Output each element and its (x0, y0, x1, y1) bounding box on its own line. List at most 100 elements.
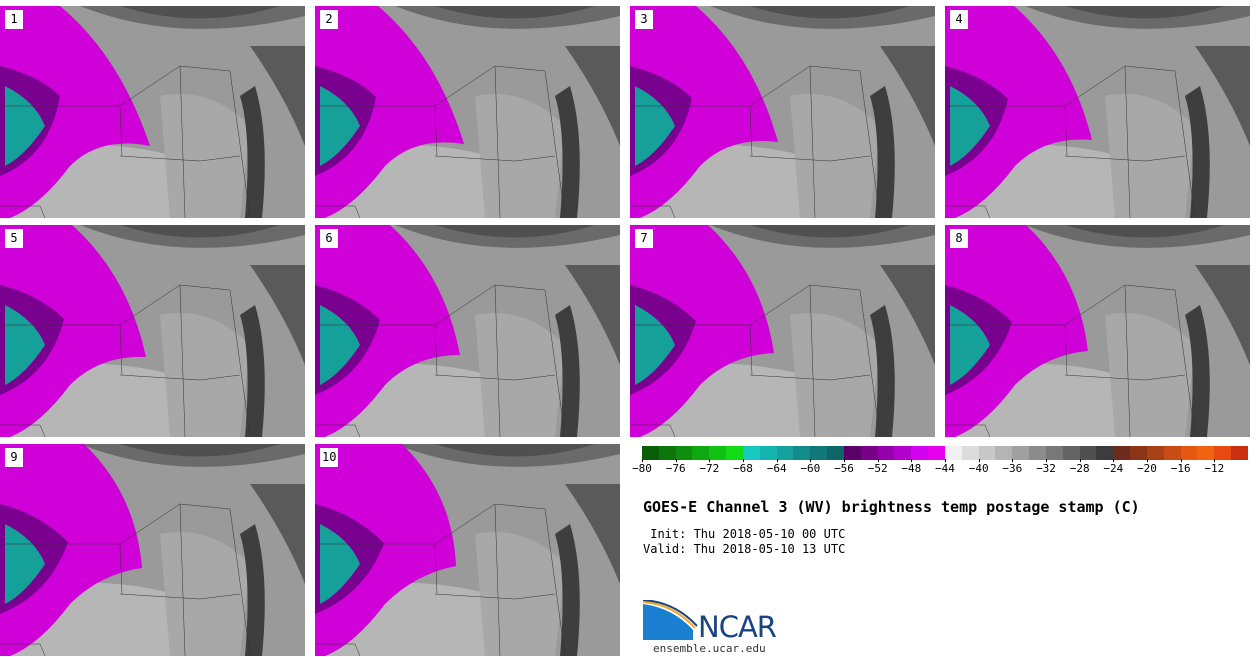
postage-stamp-panel: 8 (945, 225, 1250, 437)
colorbar-tick-mark (978, 459, 980, 462)
colorbar-swatch (1079, 446, 1097, 460)
postage-stamp-panel: 7 (630, 225, 935, 437)
colorbar-swatch (1029, 446, 1046, 460)
panel-number: 8 (950, 229, 968, 248)
brightness-temp-map (0, 225, 305, 437)
brightness-temp-map (315, 6, 620, 218)
colorbar-swatch (1062, 446, 1080, 460)
colorbar-tick-label: −52 (867, 462, 888, 475)
colorbar-tick-mark (1012, 459, 1014, 462)
postage-stamp-panel: 5 (0, 225, 305, 437)
panel-number: 1 (5, 10, 23, 29)
panel-number: 4 (950, 10, 968, 29)
colorbar-swatch (995, 446, 1013, 460)
colorbar-tick-mark (1180, 459, 1182, 462)
brightness-temp-map (945, 225, 1250, 437)
colorbar-ticks: −80 −76 −72 −68 −64 −60 −56 −52 −48 −44 −40 −36 −32−… (632, 459, 1248, 482)
colorbar-swatch (860, 446, 878, 460)
colorbar-swatch (894, 446, 912, 460)
ncar-logo-icon (643, 600, 698, 640)
colorbar-tick-label: −48 (901, 462, 922, 475)
brightness-temp-map (315, 225, 620, 437)
panel-number: 6 (320, 229, 338, 248)
logo-url: ensemble.ucar.edu (653, 642, 766, 655)
brightness-temp-map (0, 444, 305, 656)
colorbar-tick-mark (642, 459, 643, 462)
colorbar-tick-mark (1214, 459, 1216, 462)
colorbar-swatch (742, 446, 760, 460)
colorbar-tick-mark (810, 459, 812, 462)
colorbar-swatch (1012, 446, 1030, 460)
colorbar-swatch (759, 446, 777, 460)
postage-stamp-panel: 1 (0, 6, 305, 218)
colorbar-swatch (944, 446, 962, 460)
colorbar-swatch (1214, 446, 1231, 460)
colorbar-tick-mark (675, 459, 677, 462)
colorbar-swatch (675, 446, 693, 460)
colorbar-tick-label: −64 (766, 462, 787, 475)
colorbar-swatch (1180, 446, 1198, 460)
postage-stamp-panel: 9 (0, 444, 305, 656)
brightness-temp-map (945, 6, 1250, 218)
colorbar-tick-mark (911, 459, 913, 462)
colorbar-swatch (658, 446, 676, 460)
colorbar-swatch (1197, 446, 1215, 460)
colorbar-tick-mark (1079, 459, 1081, 462)
panel-number: 5 (5, 229, 23, 248)
colorbar-tick-label: −80 (632, 462, 652, 475)
colorbar-tick-mark (1147, 459, 1148, 462)
colorbar-swatch (843, 446, 861, 460)
init-time: Init: Thu 2018-05-10 00 UTC (643, 527, 846, 541)
colorbar-tick-label: −40 (968, 462, 989, 475)
colorbar-tick-mark (776, 459, 778, 462)
postage-stamp-panel: 6 (315, 225, 620, 437)
postage-stamp-panel: 2 (315, 6, 620, 218)
colorbar-swatch (1130, 446, 1147, 460)
brightness-temp-map (630, 225, 935, 437)
colorbar-swatch (1163, 446, 1181, 460)
colorbar-swatch (928, 446, 945, 460)
colorbar-tick-mark (1113, 459, 1115, 462)
colorbar-tick-label: −32 (1036, 462, 1056, 475)
colorbar-swatch (1113, 446, 1131, 460)
colorbar-swatch (827, 446, 844, 460)
panel-number: 9 (5, 448, 23, 467)
colorbar-tick-label: −24 (1103, 462, 1124, 475)
colorbar (642, 446, 1248, 460)
colorbar-swatch (810, 446, 828, 460)
valid-time: Valid: Thu 2018-05-10 13 UTC (643, 542, 846, 556)
colorbar-tick-label: −60 (800, 462, 821, 475)
colorbar-tick-label: −76 (665, 462, 686, 475)
colorbar-tick-label: −16 (1170, 462, 1191, 475)
colorbar-tick-label: −68 (733, 462, 753, 475)
brightness-temp-map (315, 444, 620, 656)
logo-name: NCAR (698, 610, 777, 644)
colorbar-swatch (1230, 446, 1248, 460)
colorbar-tick-mark (844, 459, 845, 462)
colorbar-swatch (642, 446, 659, 460)
brightness-temp-map (630, 6, 935, 218)
colorbar-tick-mark (877, 459, 879, 462)
colorbar-swatch (709, 446, 727, 460)
panel-number: 10 (320, 448, 339, 467)
panel-number: 7 (635, 229, 653, 248)
colorbar-swatch (776, 446, 794, 460)
colorbar-swatch (978, 446, 996, 460)
figure-title: GOES-E Channel 3 (WV) brightness temp po… (643, 498, 1140, 516)
colorbar-tick-mark (1046, 459, 1047, 462)
colorbar-tick-mark (743, 459, 744, 462)
colorbar-tick-label: −44 (935, 462, 955, 475)
colorbar-swatch (793, 446, 811, 460)
postage-stamp-panel: 4 (945, 6, 1250, 218)
colorbar-tick-label: −28 (1069, 462, 1090, 475)
postage-stamp-panel: 10 (315, 444, 620, 656)
panel-number: 2 (320, 10, 338, 29)
colorbar-swatch (1096, 446, 1114, 460)
colorbar-swatch (692, 446, 710, 460)
colorbar-swatch (877, 446, 895, 460)
colorbar-tick-mark (709, 459, 711, 462)
colorbar-swatch (961, 446, 979, 460)
colorbar-tick-mark (945, 459, 946, 462)
colorbar-swatch (1045, 446, 1063, 460)
colorbar-tick-label: −36 (1002, 462, 1023, 475)
